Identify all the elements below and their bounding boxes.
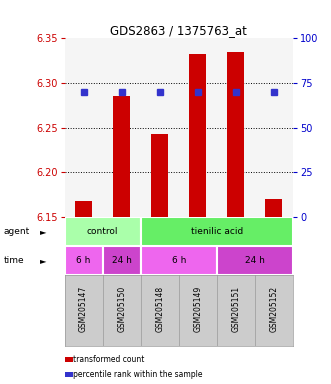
Bar (65, 217, 141, 246)
Text: agent: agent (3, 227, 29, 236)
Text: transformed count: transformed count (73, 354, 145, 364)
Text: control: control (87, 227, 118, 236)
Text: GSM205149: GSM205149 (193, 286, 202, 332)
Text: GSM205152: GSM205152 (269, 286, 278, 332)
Bar (265, 199, 282, 217)
Bar (103, 246, 141, 275)
Text: 6 h: 6 h (171, 256, 186, 265)
Bar (65, 246, 103, 275)
Text: GSM205148: GSM205148 (155, 286, 164, 332)
Text: 24 h: 24 h (245, 256, 265, 265)
Text: GSM205147: GSM205147 (79, 286, 88, 332)
Text: ►: ► (40, 256, 46, 265)
Bar (151, 134, 168, 217)
Text: 24 h: 24 h (112, 256, 132, 265)
Text: GSM205150: GSM205150 (117, 286, 126, 332)
Text: tienilic acid: tienilic acid (191, 227, 243, 236)
Bar (65, 372, 73, 377)
Text: time: time (3, 256, 24, 265)
Bar (217, 246, 293, 275)
Bar (65, 356, 73, 362)
Bar (75, 201, 92, 217)
Title: GDS2863 / 1375763_at: GDS2863 / 1375763_at (110, 24, 247, 37)
Bar (141, 217, 293, 246)
Text: ►: ► (40, 227, 46, 236)
Text: 6 h: 6 h (76, 256, 91, 265)
Bar (227, 52, 244, 217)
Text: GSM205151: GSM205151 (231, 286, 240, 332)
Bar (113, 96, 130, 217)
Text: percentile rank within the sample: percentile rank within the sample (73, 370, 203, 379)
Bar (189, 55, 206, 217)
Bar (141, 246, 217, 275)
